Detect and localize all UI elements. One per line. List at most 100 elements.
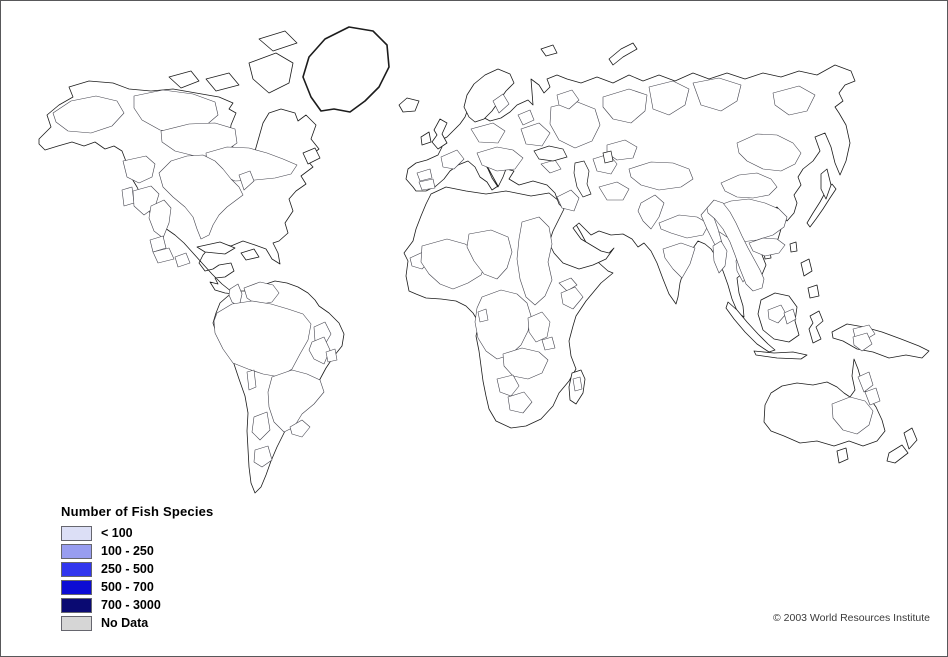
basin-columbia bbox=[122, 155, 156, 184]
landmass-great-britain bbox=[431, 118, 448, 150]
basin-iran-interior bbox=[598, 181, 630, 201]
basin-rio-grande bbox=[148, 199, 172, 239]
landmass-sakhalin bbox=[820, 168, 832, 200]
basin-limpopo bbox=[507, 391, 533, 414]
basin-horn-of-africa bbox=[560, 286, 584, 310]
basin-lena bbox=[692, 77, 742, 112]
basin-huang-he bbox=[720, 172, 778, 199]
basin-dnieper bbox=[520, 122, 551, 147]
landmass-victoria-island bbox=[205, 72, 240, 92]
copyright-text: © 2003 World Resources Institute bbox=[773, 612, 930, 624]
legend-swatch-250-500 bbox=[61, 561, 92, 577]
landmass-java bbox=[753, 350, 808, 360]
landmass-novaya-zemlya bbox=[608, 42, 638, 66]
basin-california-coast bbox=[121, 186, 135, 207]
basin-madagascar-west bbox=[572, 376, 583, 392]
basin-india-peninsula bbox=[662, 242, 696, 279]
basin-tarim bbox=[628, 161, 694, 191]
basin-ob bbox=[602, 88, 648, 124]
landmass-cuba bbox=[196, 241, 236, 255]
legend-title: Number of Fish Species bbox=[61, 504, 214, 519]
basin-amur bbox=[736, 133, 802, 172]
landmass-hispaniola bbox=[240, 248, 260, 261]
basin-lake-chad bbox=[466, 229, 513, 280]
landmass-iceland bbox=[398, 97, 420, 113]
basin-murray-darling bbox=[831, 396, 874, 435]
landmass-ireland bbox=[420, 131, 432, 146]
basin-indus bbox=[637, 194, 665, 230]
landmass-sumatra bbox=[725, 301, 776, 353]
basin-kapuas bbox=[767, 304, 787, 324]
legend-swatch-no-data bbox=[61, 615, 92, 631]
landmass-new-zealand-south bbox=[886, 444, 909, 464]
basin-parana bbox=[267, 369, 325, 433]
basin-queensland-north bbox=[857, 371, 874, 393]
legend-row: 250 - 500 bbox=[61, 560, 214, 578]
basin-queensland-south bbox=[864, 387, 881, 406]
landmass-baffin-island bbox=[248, 52, 294, 94]
basin-blue-nile bbox=[558, 277, 578, 292]
basin-baltic bbox=[517, 109, 535, 126]
basin-fly bbox=[852, 332, 873, 352]
basin-zambezi bbox=[502, 347, 549, 380]
basin-tigris-euphrates bbox=[556, 189, 580, 212]
landmass-new-zealand-north bbox=[903, 427, 918, 450]
landmass-banks-island bbox=[168, 70, 200, 89]
landmass-new-guinea bbox=[831, 323, 930, 359]
landmass-australia bbox=[763, 358, 886, 447]
basin-mississippi bbox=[158, 154, 244, 240]
legend-row: 700 - 3000 bbox=[61, 596, 214, 614]
basin-mahakam bbox=[783, 308, 797, 325]
basin-nile bbox=[516, 216, 553, 306]
basin-patagonia-north bbox=[251, 411, 271, 441]
legend-swatch-700-3000 bbox=[61, 597, 92, 613]
basin-uruguay bbox=[289, 419, 311, 438]
basins bbox=[52, 77, 881, 468]
legend-label: No Data bbox=[101, 616, 149, 630]
basin-iberia-south bbox=[418, 178, 436, 191]
basin-east-coast bbox=[238, 170, 255, 191]
legend-row: < 100 bbox=[61, 524, 214, 542]
basin-east-brazil bbox=[325, 348, 338, 363]
basin-amazon bbox=[213, 300, 312, 378]
basin-patagonia-south bbox=[253, 445, 273, 468]
legend-row: 500 - 700 bbox=[61, 578, 214, 596]
basin-iberia-north bbox=[416, 168, 433, 182]
basin-kolyma bbox=[772, 85, 816, 116]
landmass-japan bbox=[806, 183, 837, 228]
basin-ogooue bbox=[477, 308, 489, 323]
basin-xi-jiang bbox=[748, 237, 786, 257]
basin-sweden bbox=[492, 93, 510, 114]
legend: Number of Fish Species < 100 100 - 250 2… bbox=[61, 504, 214, 632]
basin-sao-francisco bbox=[308, 336, 331, 365]
basin-mexico-coastal bbox=[174, 252, 191, 268]
legend-row: No Data bbox=[61, 614, 214, 632]
landmass-luzon bbox=[800, 258, 813, 277]
landmass-scandinavia bbox=[463, 68, 515, 123]
legend-label: 250 - 500 bbox=[101, 562, 154, 576]
landmass-taiwan bbox=[789, 241, 798, 253]
basin-yukon bbox=[52, 95, 125, 134]
basin-anatolia bbox=[540, 159, 562, 174]
landmass-tasmania bbox=[836, 447, 849, 464]
basin-okavango bbox=[496, 374, 520, 397]
landmass-svalbard bbox=[540, 44, 558, 57]
legend-swatch-100-250 bbox=[61, 543, 92, 559]
inland-seas bbox=[533, 145, 614, 198]
aral-sea bbox=[602, 150, 614, 164]
legend-row: 100 - 250 bbox=[61, 542, 214, 560]
landmass-newfoundland bbox=[302, 147, 321, 165]
basin-west-europe bbox=[440, 149, 465, 170]
landmass-sulawesi bbox=[808, 310, 824, 344]
basin-yenisei bbox=[648, 80, 690, 116]
legend-label: < 100 bbox=[101, 526, 133, 540]
legend-swatch-500-700 bbox=[61, 579, 92, 595]
landmass-greenland bbox=[302, 26, 390, 113]
legend-label: 100 - 250 bbox=[101, 544, 154, 558]
basin-rufiji bbox=[527, 311, 551, 343]
caspian-sea bbox=[573, 160, 592, 198]
black-sea bbox=[533, 145, 568, 162]
basin-mexico-interior bbox=[149, 235, 167, 253]
